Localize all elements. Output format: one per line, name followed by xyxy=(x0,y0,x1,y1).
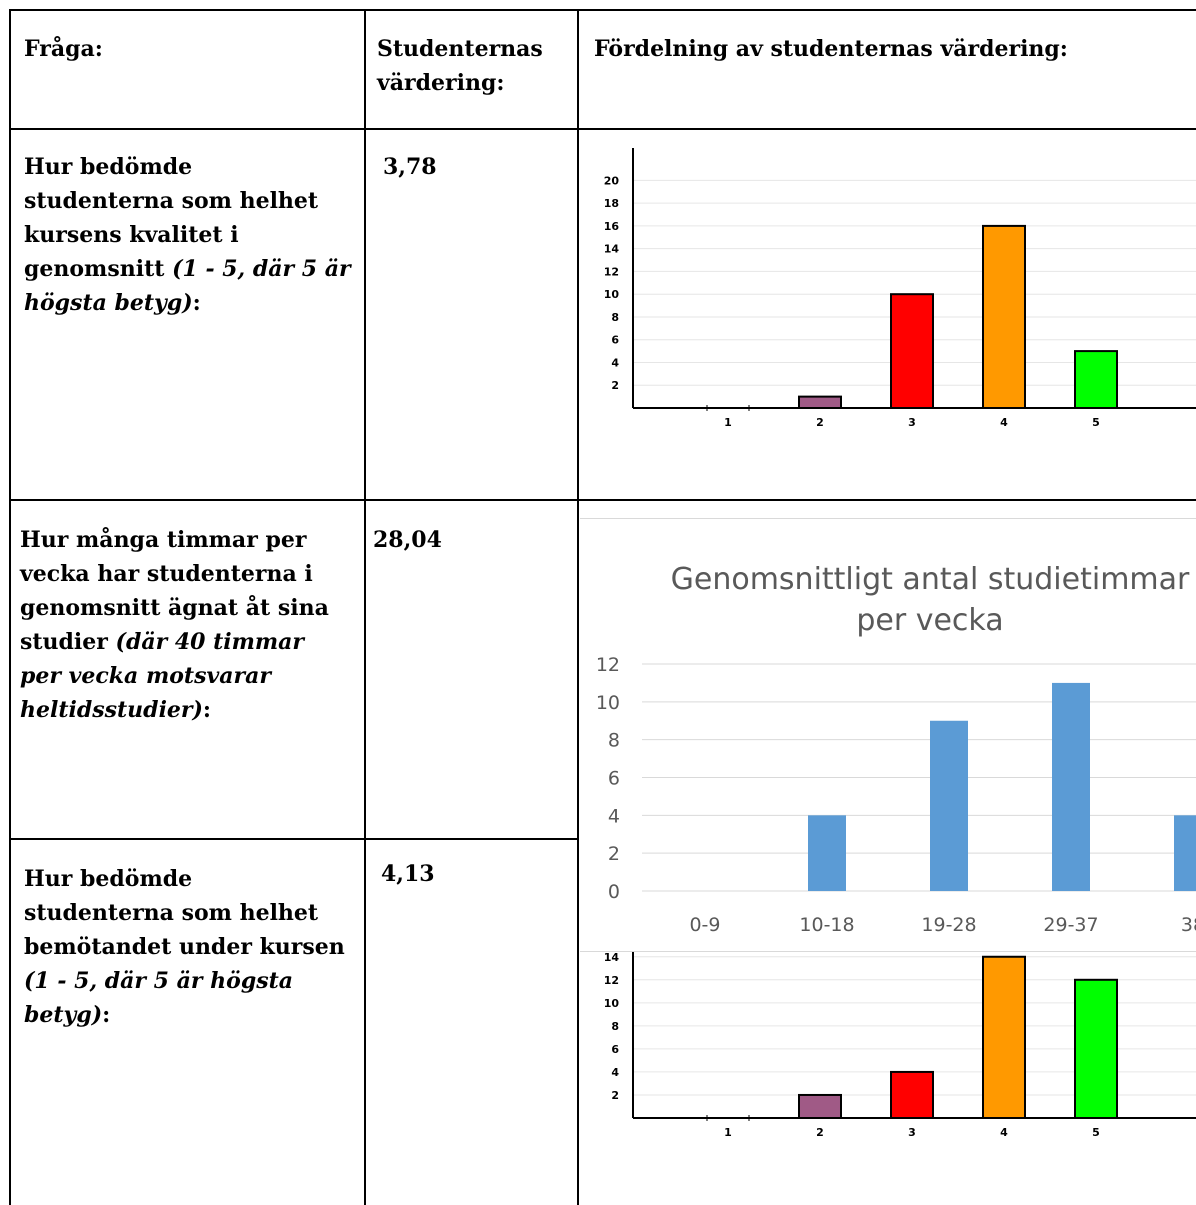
bar xyxy=(798,1093,842,1119)
y-tick-label: 2 xyxy=(611,379,619,392)
x-tick-label: 38 xyxy=(1181,914,1196,936)
header-bottom-border xyxy=(9,128,1196,130)
question-study-hours: Hur många timmar per vecka har studenter… xyxy=(20,527,329,723)
header-rating: Studenternas värdering: xyxy=(377,36,543,96)
bar xyxy=(982,955,1026,1119)
bar xyxy=(982,224,1026,410)
y-tick-label: 6 xyxy=(608,768,620,790)
x-tick-label: 2 xyxy=(816,416,824,429)
y-tick-label: 4 xyxy=(608,805,620,827)
bar xyxy=(798,395,842,410)
chart-course-quality: 2 4 6 8 10 12 14 16 18 20 1 2 3 4 5 xyxy=(580,130,1196,498)
x-tick-label: 5 xyxy=(1092,1126,1100,1139)
value-study-hours: 28,04 xyxy=(373,527,442,553)
y-tick-label: 14 xyxy=(604,243,620,256)
table-left-border xyxy=(9,9,11,1205)
x-tick-label: 2 xyxy=(816,1126,824,1139)
y-tick-label: 12 xyxy=(604,265,619,278)
value-course-quality: 3,78 xyxy=(383,154,437,180)
col2-right-border xyxy=(577,9,579,1205)
bar xyxy=(930,720,968,891)
y-tick-label: 6 xyxy=(611,1043,619,1056)
question-treatment: Hur bedömde studenterna som helhet bemöt… xyxy=(24,866,345,1028)
x-tick-label: 1 xyxy=(724,1126,732,1139)
y-tick-label: 18 xyxy=(604,197,619,210)
bar xyxy=(890,293,934,409)
y-tick-label: 10 xyxy=(604,288,620,301)
chart-study-hours: Genomsnittligt antal studietimmar per ve… xyxy=(580,518,1196,952)
y-tick-label: 4 xyxy=(611,1066,619,1079)
x-tick-label: 3 xyxy=(908,1126,916,1139)
y-tick-label: 12 xyxy=(604,974,619,987)
header-distribution: Fördelning av studenternas värdering: xyxy=(594,36,1068,62)
y-tick-label: 8 xyxy=(611,1020,619,1033)
y-tick-label: 16 xyxy=(604,220,620,233)
bar xyxy=(890,1070,934,1120)
x-tick-label: 5 xyxy=(1092,416,1100,429)
y-tick-label: 14 xyxy=(604,951,620,964)
chart-title-line2: per vecka xyxy=(856,603,1003,638)
y-tick-label: 10 xyxy=(596,692,620,714)
x-tick-label: 10-18 xyxy=(799,914,854,936)
chart-title-line1: Genomsnittligt antal studietimmar xyxy=(671,562,1190,597)
value-treatment: 4,13 xyxy=(381,861,435,887)
col1-right-border xyxy=(364,9,366,1205)
chart-study-hours-svg: Genomsnittligt antal studietimmar per ve… xyxy=(596,562,1196,936)
x-tick-label: 4 xyxy=(1000,416,1008,429)
y-tick-label: 12 xyxy=(596,654,620,676)
x-tick-label: 0-9 xyxy=(689,914,720,936)
chart-treatment: 2 4 6 8 10 12 14 1 2 3 4 5 xyxy=(580,951,1196,1205)
y-tick-label: 2 xyxy=(611,1089,619,1102)
y-tick-label: 4 xyxy=(611,356,619,369)
table-top-border xyxy=(9,9,1196,11)
y-tick-label: 10 xyxy=(604,997,620,1010)
x-tick-label: 3 xyxy=(908,416,916,429)
y-tick-label: 20 xyxy=(604,174,620,187)
x-tick-label: 1 xyxy=(724,416,732,429)
y-tick-label: 8 xyxy=(608,730,620,752)
bar xyxy=(1074,350,1118,410)
x-tick-label: 29-37 xyxy=(1043,914,1098,936)
y-tick-label: 8 xyxy=(611,311,619,324)
question-course-quality: Hur bedömde studenterna som helhet kurse… xyxy=(24,154,351,316)
y-tick-label: 0 xyxy=(608,881,620,903)
header-question: Fråga: xyxy=(24,36,103,62)
row1-bottom-border xyxy=(9,499,1196,501)
row2-bottom-border xyxy=(9,838,578,840)
y-tick-label: 2 xyxy=(608,843,620,865)
x-tick-label: 19-28 xyxy=(921,914,976,936)
bar xyxy=(1174,815,1196,891)
x-tick-label: 4 xyxy=(1000,1126,1008,1139)
bar xyxy=(1074,978,1118,1119)
y-tick-label: 6 xyxy=(611,334,619,347)
bar xyxy=(1052,682,1090,891)
bar xyxy=(808,815,846,891)
